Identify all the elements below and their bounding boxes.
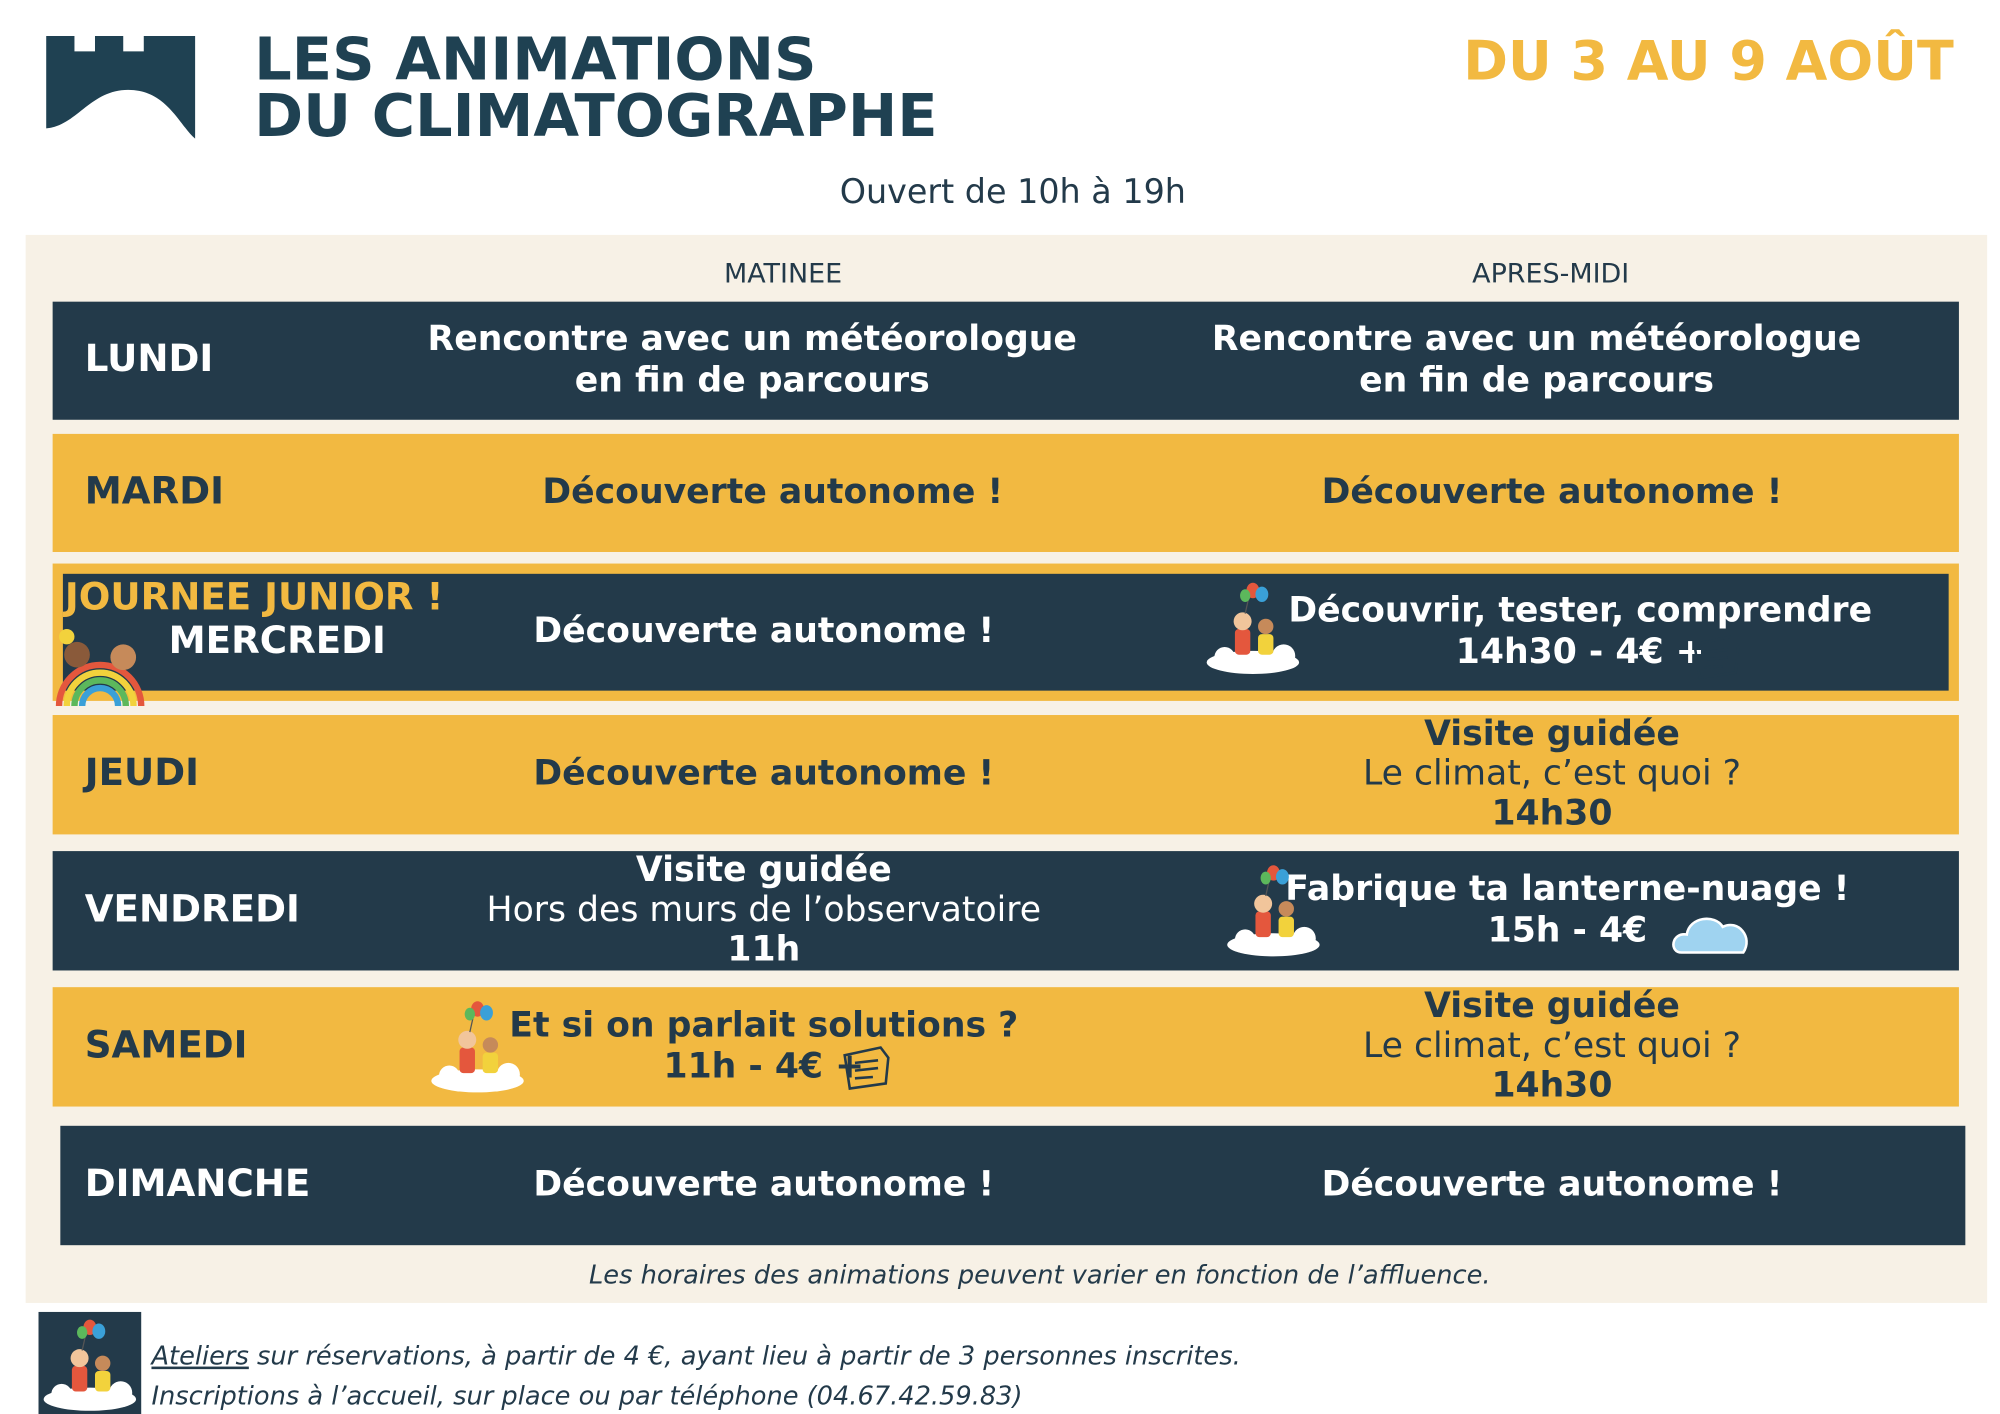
cell-text: Découverte autonome !	[533, 1164, 994, 1204]
dates: DU 3 AU 9 AOÛT	[1463, 30, 1954, 93]
footer-line: Ateliers sur réservations, à partir de 4…	[149, 1342, 1240, 1372]
note: Les horaires des animations peuvent vari…	[589, 1261, 1491, 1291]
cell-text: Le climat, c’est quoi ?	[1363, 1026, 1741, 1066]
footer-link[interactable]: Ateliers	[149, 1342, 248, 1372]
cell-text: 14h30	[1491, 1066, 1612, 1106]
cell-text: Le climat, c’est quoi ?	[1363, 754, 1741, 794]
row-tag: JOURNEE JUNIOR !	[62, 574, 444, 618]
cell-text: 14h30 - 4€ +	[1456, 632, 1705, 672]
day-label: LUNDI	[85, 336, 214, 380]
icons	[55, 582, 1748, 1094]
cell-text: Découvrir, tester, comprendre	[1288, 591, 1872, 631]
cell-text: 11h	[727, 930, 800, 970]
cell-text: Découverte autonome !	[1322, 1164, 1783, 1204]
footer-text: sur réservations, à partir de 4 €, ayant…	[249, 1342, 1241, 1372]
day-label: VENDREDI	[85, 886, 300, 930]
logo	[46, 35, 196, 139]
row	[52, 433, 1959, 552]
day-label: SAMEDI	[85, 1022, 248, 1066]
cell-text: en fin de parcours	[1359, 360, 1714, 400]
cell-text: Rencontre avec un météorologue	[1212, 319, 1861, 359]
cell-text: Découverte autonome !	[533, 754, 994, 794]
cell-text: Visite guidée	[636, 850, 892, 890]
day-label: JEUDI	[82, 750, 199, 794]
cell-text: Rencontre avec un météorologue	[428, 319, 1077, 359]
cell-text: 14h30	[1491, 794, 1612, 834]
column-header: APRES-MIDI	[1472, 258, 1629, 289]
cell-text: Hors des murs de l’observatoire	[487, 890, 1042, 930]
day-label: MERCREDI	[169, 618, 386, 662]
day-label: DIMANCHE	[85, 1161, 311, 1205]
cell-text: 11h - 4€ +	[663, 1046, 864, 1086]
title-line: LES ANIMATIONS	[254, 25, 816, 94]
row	[52, 301, 1959, 420]
title-line: DU CLIMATOGRAPHE	[254, 81, 937, 150]
cell-text: 15h - 4€	[1488, 910, 1648, 950]
row	[52, 987, 1959, 1107]
cell-text: Fabrique ta lanterne-nuage !	[1285, 869, 1849, 909]
row	[62, 573, 1949, 691]
hours: Ouvert de 10h à 19h	[840, 172, 1186, 211]
cell-text: en fin de parcours	[575, 360, 930, 400]
row	[52, 851, 1959, 971]
row	[60, 1125, 1966, 1246]
cell-text: Découverte autonome !	[542, 472, 1003, 512]
cell-text: Découverte autonome !	[533, 611, 994, 651]
cell-text: Découverte autonome !	[1322, 472, 1783, 512]
cell-text: Visite guidée	[1424, 986, 1680, 1026]
footer-line: Inscriptions à l’accueil, sur place ou p…	[151, 1381, 1022, 1411]
cell-text: Et si on parlait solutions ?	[509, 1005, 1018, 1045]
row	[52, 715, 1959, 835]
cell-text: Visite guidée	[1424, 714, 1680, 754]
column-header: MATINEE	[724, 258, 842, 289]
day-label: MARDI	[85, 468, 224, 512]
